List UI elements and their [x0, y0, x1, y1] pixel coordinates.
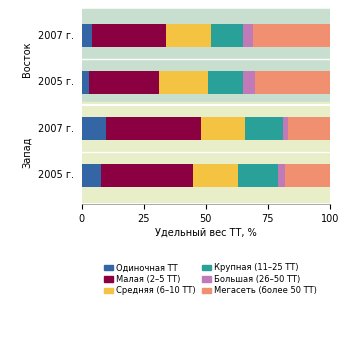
Bar — [253, 24, 330, 47]
Bar — [193, 164, 238, 187]
Bar — [91, 24, 166, 47]
Bar — [82, 164, 101, 187]
Text: Запад: Запад — [22, 136, 32, 168]
Bar — [208, 70, 243, 94]
Bar — [243, 24, 253, 47]
Legend: Одиночная ТТ, Малая (2–5 ТТ), Средняя (6–10 ТТ), Крупная (11–25 ТТ), Большая (26: Одиночная ТТ, Малая (2–5 ТТ), Средняя (6… — [104, 264, 317, 295]
Bar — [283, 117, 288, 140]
Bar — [82, 117, 106, 140]
Bar — [255, 70, 330, 94]
Bar — [243, 70, 255, 94]
Bar — [201, 117, 245, 140]
Bar — [288, 117, 330, 140]
Bar — [278, 164, 285, 187]
Bar — [82, 70, 89, 94]
Bar — [101, 164, 193, 187]
Bar — [82, 102, 330, 202]
Bar — [238, 164, 278, 187]
Bar — [82, 24, 91, 47]
Bar — [211, 24, 243, 47]
X-axis label: Удельный вес ТТ, %: Удельный вес ТТ, % — [155, 228, 257, 238]
Bar — [158, 70, 208, 94]
Bar — [166, 24, 211, 47]
Bar — [245, 117, 283, 140]
Bar — [285, 164, 330, 187]
Bar — [106, 117, 201, 140]
Bar — [82, 9, 330, 109]
Bar — [89, 70, 158, 94]
Text: Восток: Восток — [22, 41, 32, 76]
